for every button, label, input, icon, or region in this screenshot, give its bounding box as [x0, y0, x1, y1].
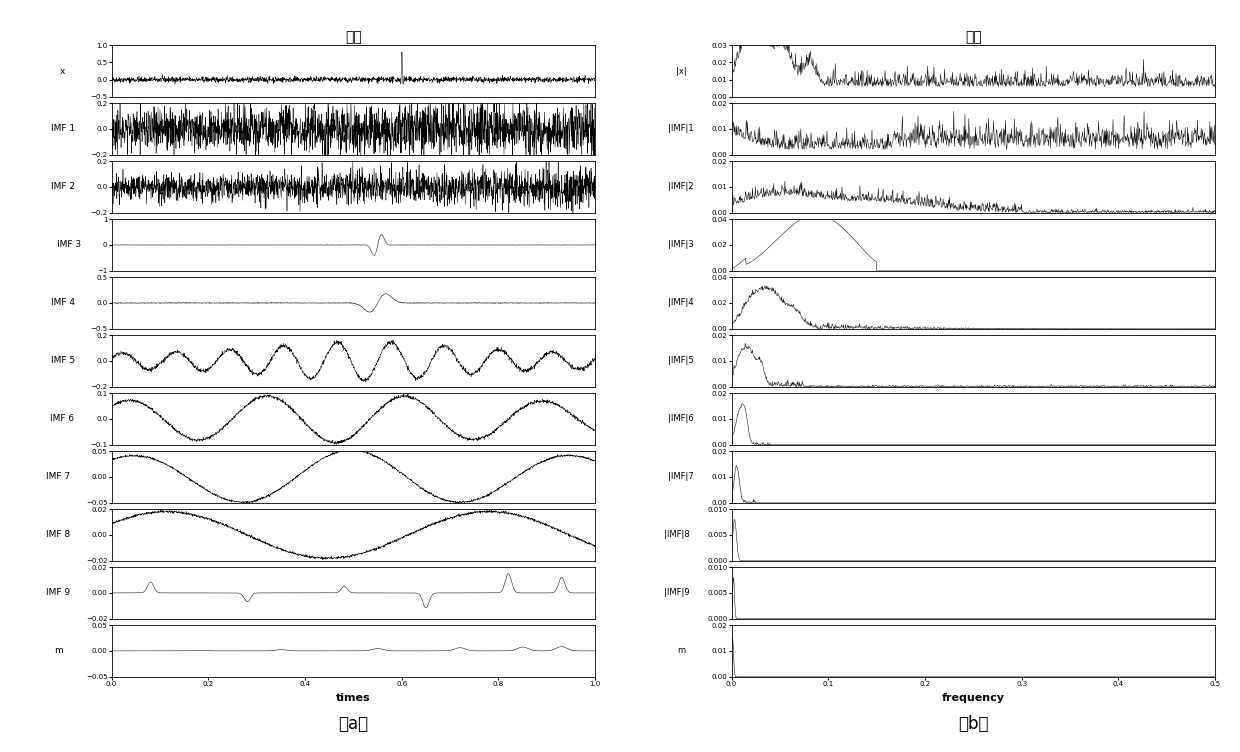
Y-axis label: IMF 2: IMF 2	[51, 183, 74, 192]
Y-axis label: IMF 7: IMF 7	[46, 472, 71, 481]
Y-axis label: IMF 6: IMF 6	[51, 414, 74, 423]
Text: （a）: （a）	[339, 715, 368, 733]
Title: 时域: 时域	[345, 30, 362, 44]
Y-axis label: IMF 4: IMF 4	[51, 299, 74, 308]
Y-axis label: |IMF|8: |IMF|8	[663, 530, 689, 539]
Y-axis label: |x|: |x|	[676, 66, 687, 75]
Y-axis label: IMF 1: IMF 1	[51, 125, 74, 134]
Y-axis label: m: m	[53, 647, 62, 656]
Y-axis label: IMF 5: IMF 5	[51, 356, 74, 365]
Y-axis label: |IMF|3: |IMF|3	[668, 241, 694, 250]
Y-axis label: m: m	[677, 647, 686, 656]
Y-axis label: IMF 3: IMF 3	[57, 241, 82, 250]
Title: 频谱: 频谱	[965, 30, 982, 44]
Y-axis label: |IMF|1: |IMF|1	[668, 125, 694, 134]
Y-axis label: IMF 9: IMF 9	[46, 588, 71, 597]
X-axis label: frequency: frequency	[942, 693, 1004, 702]
Y-axis label: |IMF|4: |IMF|4	[668, 299, 694, 308]
Y-axis label: IMF 8: IMF 8	[46, 530, 71, 539]
Y-axis label: |IMF|5: |IMF|5	[668, 356, 694, 365]
Y-axis label: |IMF|7: |IMF|7	[668, 472, 694, 481]
Y-axis label: |IMF|2: |IMF|2	[668, 183, 694, 192]
Y-axis label: |IMF|6: |IMF|6	[668, 414, 694, 423]
X-axis label: times: times	[336, 693, 371, 702]
Text: （b）: （b）	[959, 715, 988, 733]
Y-axis label: x: x	[60, 66, 66, 75]
Y-axis label: |IMF|9: |IMF|9	[663, 588, 689, 597]
